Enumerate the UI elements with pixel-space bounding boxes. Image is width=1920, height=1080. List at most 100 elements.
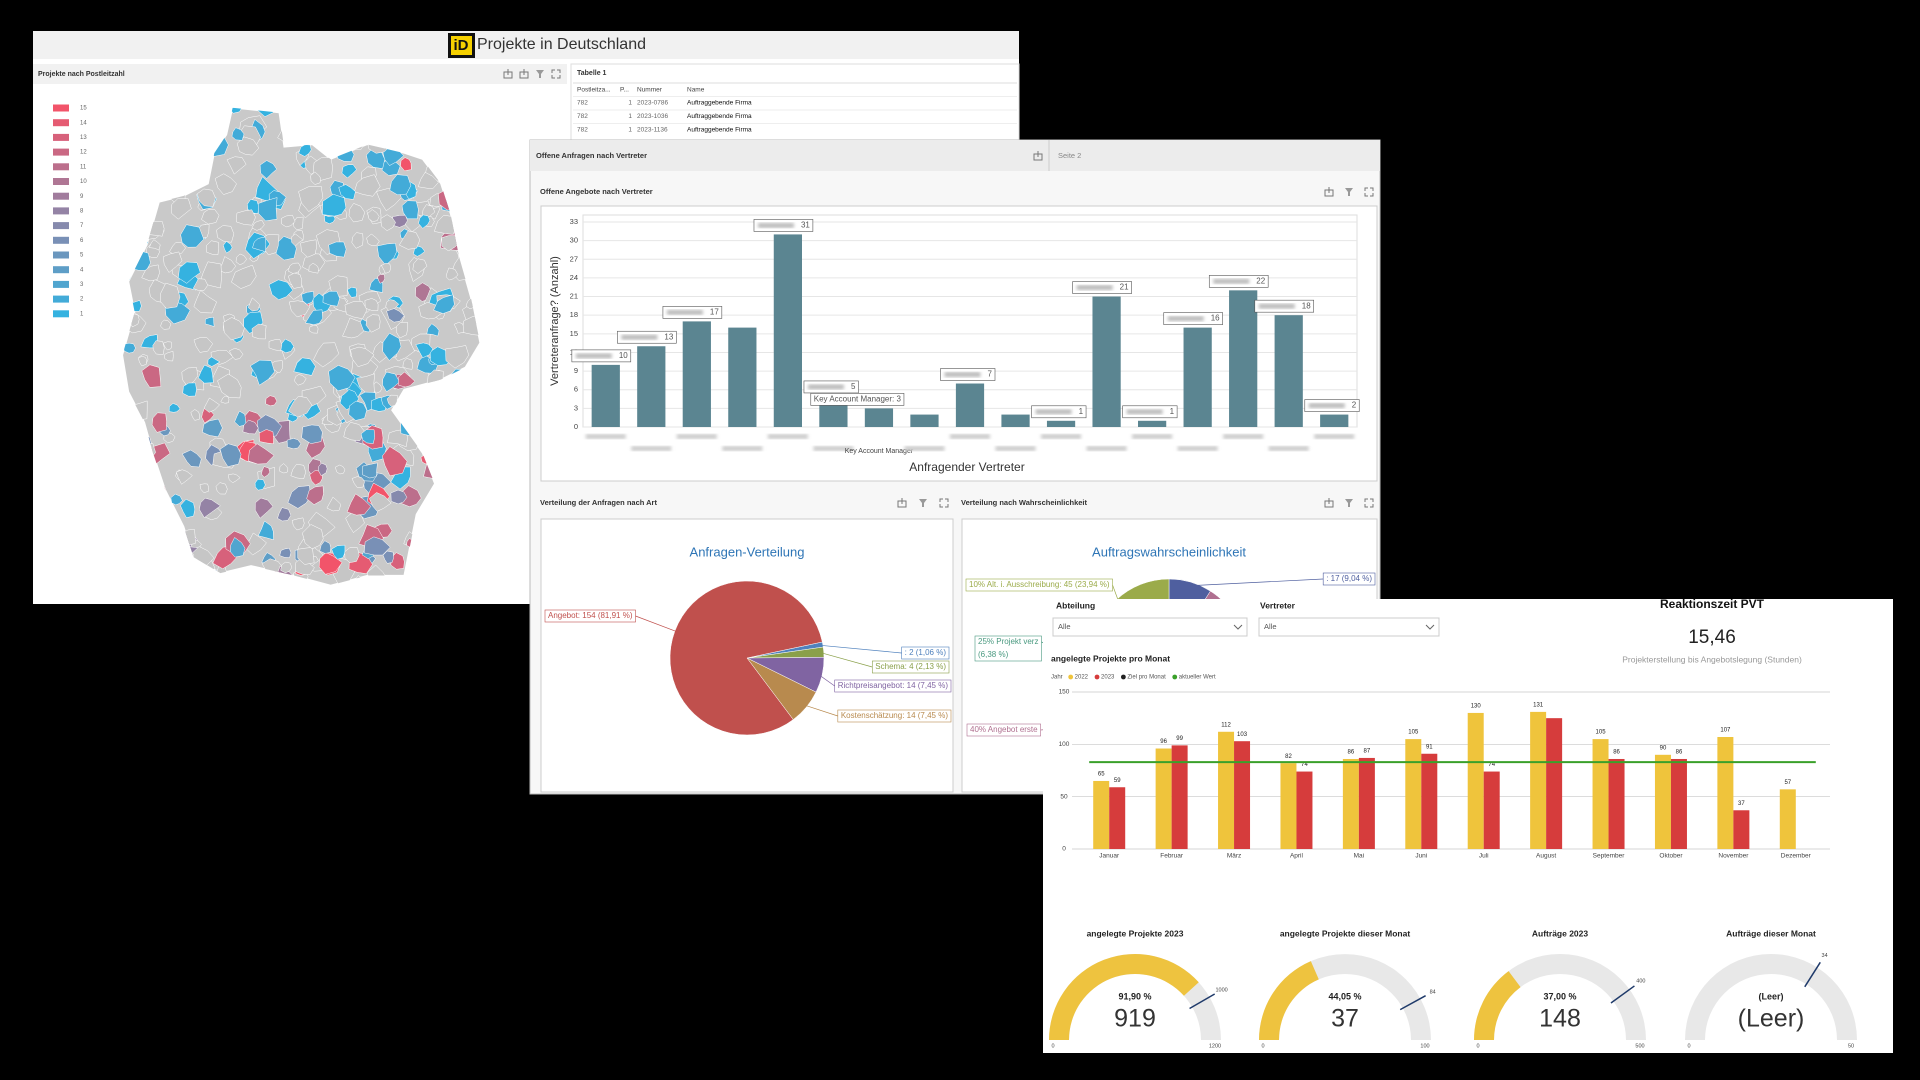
region bbox=[298, 144, 312, 157]
region bbox=[160, 319, 172, 330]
region bbox=[322, 291, 340, 307]
region bbox=[356, 373, 375, 393]
region bbox=[309, 325, 319, 334]
legend-label: 2 bbox=[80, 297, 84, 303]
region bbox=[268, 339, 283, 352]
legend-label: 10 bbox=[80, 179, 87, 185]
region bbox=[326, 496, 342, 512]
region bbox=[251, 323, 267, 340]
bar bbox=[682, 321, 711, 427]
data-label: 7 bbox=[988, 370, 993, 379]
region bbox=[201, 209, 220, 225]
label-box bbox=[901, 646, 950, 660]
slice-label: : 17 (9,04 %) bbox=[1322, 572, 1376, 586]
cell: 2023-1136 bbox=[637, 127, 668, 134]
region bbox=[418, 214, 431, 229]
region bbox=[257, 520, 274, 541]
y-tick-label: 9 bbox=[574, 366, 578, 375]
bar bbox=[955, 383, 985, 427]
gauge-min: 0 bbox=[1051, 1043, 1054, 1049]
legend-label: 12 bbox=[80, 150, 87, 156]
region bbox=[354, 174, 381, 197]
region bbox=[265, 395, 278, 407]
blurred-category bbox=[1132, 434, 1173, 439]
data-label: 31 bbox=[801, 221, 810, 230]
gauge-min: 0 bbox=[1261, 1043, 1264, 1049]
bar bbox=[1358, 757, 1375, 849]
dropdown[interactable] bbox=[1258, 617, 1440, 637]
cell: Auftraggebende Firma bbox=[687, 113, 752, 120]
region bbox=[306, 485, 324, 505]
data-label: 74 bbox=[1301, 762, 1308, 768]
bar bbox=[1234, 741, 1251, 849]
bar bbox=[1654, 754, 1671, 849]
region bbox=[151, 412, 167, 433]
dropdown[interactable] bbox=[1052, 617, 1248, 637]
cell: 2023-0786 bbox=[637, 100, 668, 107]
region bbox=[363, 536, 391, 556]
label-box bbox=[544, 609, 636, 623]
x-tick-label: Mai bbox=[1354, 853, 1364, 860]
gauge-min: 0 bbox=[1476, 1043, 1479, 1049]
region bbox=[348, 203, 366, 223]
legend-label: 7 bbox=[80, 223, 84, 229]
bar bbox=[1280, 763, 1297, 849]
bar bbox=[1608, 758, 1625, 849]
region bbox=[365, 314, 381, 333]
label-box bbox=[871, 660, 950, 674]
data-label: 82 bbox=[1285, 754, 1292, 760]
region bbox=[290, 463, 307, 480]
bar bbox=[728, 327, 757, 427]
data-label: 112 bbox=[1221, 722, 1231, 728]
column-header: Postleitza... bbox=[577, 87, 611, 94]
region bbox=[141, 264, 160, 282]
region bbox=[217, 373, 242, 399]
region bbox=[412, 258, 428, 274]
filter-label: Abteilung bbox=[1056, 600, 1095, 610]
target-label: 1000 bbox=[1215, 987, 1227, 993]
region bbox=[288, 272, 302, 289]
region bbox=[398, 230, 421, 250]
cell: 782 bbox=[577, 100, 588, 107]
region bbox=[277, 507, 292, 522]
region bbox=[193, 337, 214, 353]
bar bbox=[1229, 290, 1258, 427]
map-legend: 15 14 13 12 11 10 9 8 7 6 5 4 3 2 1 bbox=[53, 104, 87, 317]
x-tick-label: April bbox=[1290, 853, 1304, 860]
legend-dot bbox=[1172, 674, 1178, 680]
x-tick-label: Oktober bbox=[1659, 853, 1683, 860]
cell: 782 bbox=[577, 113, 588, 120]
region bbox=[175, 469, 193, 485]
region bbox=[335, 464, 346, 475]
region bbox=[286, 438, 302, 450]
region bbox=[369, 492, 392, 512]
x-tick-label: Januar bbox=[1099, 853, 1120, 860]
region bbox=[445, 267, 459, 281]
data-label: : 17 (9,04 %) bbox=[1326, 574, 1372, 583]
blurred-category bbox=[904, 446, 945, 451]
bar bbox=[1530, 711, 1547, 849]
region bbox=[293, 216, 304, 231]
bar bbox=[1592, 739, 1609, 849]
blurred-name bbox=[1308, 403, 1345, 409]
cell: 2023-1036 bbox=[637, 113, 668, 120]
gauge-max: 1200 bbox=[1209, 1043, 1221, 1049]
x-axis-title: Anfragender Vertreter bbox=[909, 460, 1024, 474]
bar bbox=[1421, 753, 1438, 849]
data-label: 10% Alt. i. Ausschreibung: 45 (23,94 %) bbox=[969, 580, 1110, 589]
region bbox=[180, 224, 205, 248]
kpi-title: Reaktionszeit PVT bbox=[1660, 597, 1765, 611]
region bbox=[346, 287, 357, 298]
gauge-max: 50 bbox=[1848, 1043, 1854, 1049]
gauge-fill bbox=[1474, 971, 1521, 1040]
data-label: 90 bbox=[1660, 745, 1667, 751]
table-title: Tabelle 1 bbox=[577, 70, 607, 77]
region bbox=[199, 497, 221, 518]
region bbox=[350, 346, 375, 368]
tab[interactable]: Seite 2 bbox=[1058, 151, 1081, 160]
data-label: Angebot: 154 (81,91 %) bbox=[548, 611, 633, 620]
slice-label: Richtpreisangebot: 14 (7,45 %) bbox=[834, 679, 952, 693]
region bbox=[259, 160, 278, 179]
data-label: 107 bbox=[1720, 728, 1731, 734]
region bbox=[413, 245, 426, 257]
